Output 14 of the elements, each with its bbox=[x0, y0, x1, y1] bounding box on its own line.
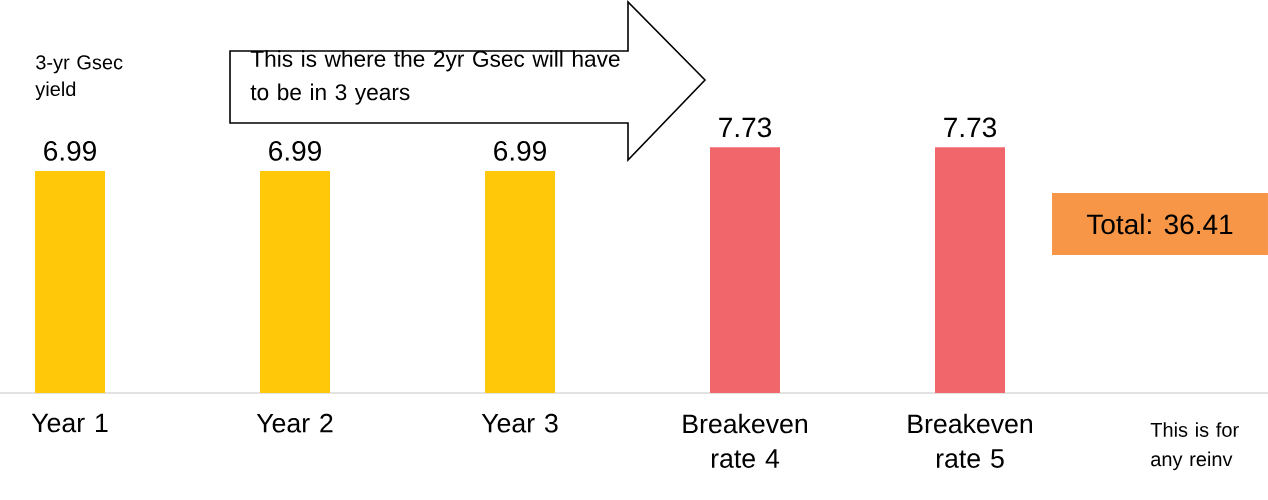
x-tick-label: Breakeven rate 5 bbox=[908, 413, 1032, 468]
data-label: 7.73 bbox=[719, 117, 772, 138]
text: 3-yr Gsec yield bbox=[35, 55, 123, 101]
text: This is for any reinv bbox=[1150, 422, 1239, 471]
x-tick-label: Breakeven rate 4 bbox=[683, 413, 807, 468]
data-label: 6.99 bbox=[44, 141, 96, 161]
x-tick-label: Year 3 bbox=[481, 413, 558, 433]
annotation: Total: 36.41 bbox=[1086, 213, 1233, 235]
data-label: 6.99 bbox=[269, 141, 321, 161]
data-label: 7.73 bbox=[944, 117, 997, 138]
data-label: 6.99 bbox=[494, 141, 546, 161]
x-tick-label: Year 1 bbox=[31, 413, 108, 433]
x-tick-label: Year 2 bbox=[256, 413, 333, 433]
text: This is where the 2yr Gsec will have to be in 3 years bbox=[250, 50, 620, 105]
